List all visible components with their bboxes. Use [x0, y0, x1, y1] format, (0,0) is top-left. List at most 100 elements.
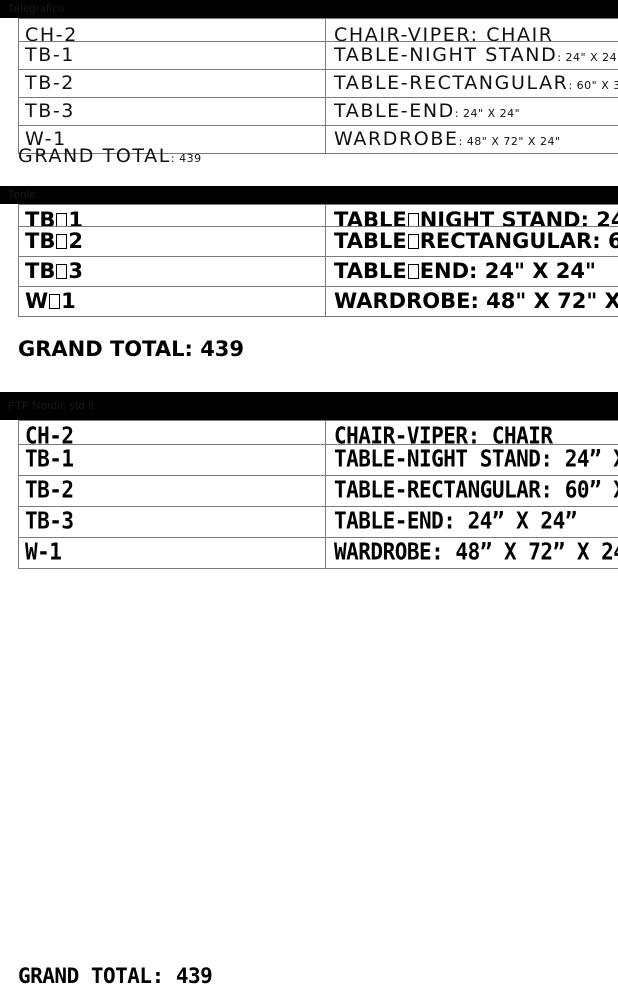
font-name-label: Telegrafico: [8, 3, 65, 15]
font-name-bar-telegrafico: Telegrafico: [0, 0, 618, 18]
table-cell-code: TB 2: [19, 227, 326, 256]
item-code: TB 1: [25, 208, 83, 226]
item-code: CH-2: [25, 24, 78, 41]
table-cell-code: TB-3: [19, 507, 326, 537]
table-row: CH-2 CHAIR-VIPER: CHAIR: [19, 19, 618, 42]
furniture-schedule-table-telegrafico: CH-2 CHAIR-VIPER: CHAIR TB-1 TABLE-NIGHT…: [18, 18, 618, 154]
item-description-text: WARDROBE: [334, 128, 459, 150]
table-cell-description: TABLE-RECTANGULAR: 60” X 30”: [326, 476, 618, 506]
table-row: W-1 WARDROBE: 48" X 72" X 24": [19, 126, 618, 154]
table-cell-description: WARDROBE: 48" X 72" X 24": [326, 126, 618, 153]
item-measurements: : 60" X 30": [568, 79, 618, 92]
table-cell-code: TB-2: [19, 476, 326, 506]
font-name-label: FTF Nordic std lt: [8, 400, 95, 412]
item-code: TB 2: [25, 229, 83, 253]
item-code: TB-1: [25, 44, 75, 66]
missing-glyph-box-icon: [56, 264, 68, 279]
item-code: CH-2: [25, 422, 74, 444]
item-code-head: TB: [25, 208, 56, 226]
item-code: TB-1: [25, 445, 74, 472]
font-specimen-ftf-nordic-std-lt: FTF Nordic std lt CH-2 CHAIR-VIPER: CHAI…: [0, 392, 618, 988]
item-code-tail: 3: [68, 259, 83, 283]
item-code-tail: 1: [61, 289, 76, 313]
missing-glyph-box-icon: [56, 234, 68, 249]
table-cell-code: W-1: [19, 538, 326, 568]
table-cell-description: CHAIR-VIPER: CHAIR: [326, 421, 618, 444]
missing-glyph-box-icon: [407, 234, 419, 249]
item-code-tail: 1: [68, 208, 83, 226]
table-cell-description: WARDROBE: 48" X 72" X 24": [326, 287, 618, 316]
table-cell-code: W-1: [19, 126, 326, 153]
table-cell-code: TB-1: [19, 445, 326, 475]
item-description: TABLE-RECTANGULAR: 60” X 30”: [334, 476, 618, 503]
item-code: W-1: [25, 538, 62, 565]
table-cell-description: TABLE-NIGHT STAND: 24" X 24": [326, 42, 618, 69]
item-description: TABLE RECTANGULAR: 60" X 30": [334, 229, 618, 253]
item-description: TABLE-NIGHT STAND: 24” X 24”: [334, 445, 618, 472]
table-cell-description: TABLE END: 24" X 24": [326, 257, 618, 286]
table-cell-description: CHAIR-VIPER: CHAIR: [326, 19, 618, 41]
item-description-tail: END: 24" X 24": [419, 259, 596, 283]
item-description: CHAIR-VIPER: CHAIR: [334, 24, 554, 41]
item-description: TABLE-END: 24” X 24”: [334, 507, 577, 534]
item-description: TABLE END: 24" X 24": [334, 259, 596, 283]
table-row: W1 WARDROBE: 48" X 72" X 24": [19, 287, 618, 317]
item-description: TABLE NIGHT STAND: 24" X 24": [334, 208, 618, 226]
table-cell-code: CH-2: [19, 421, 326, 444]
item-code: TB 3: [25, 259, 83, 283]
table-row: TB-2 TABLE-RECTANGULAR: 60" X 30": [19, 70, 618, 98]
table-cell-description: TABLE NIGHT STAND: 24" X 24": [326, 205, 618, 226]
item-description-tail: RECTANGULAR: 60" X 30": [419, 229, 618, 253]
item-code: TB-3: [25, 100, 75, 122]
table-row: TB 2 TABLE RECTANGULAR: 60" X 30": [19, 227, 618, 257]
item-description-text: TABLE-NIGHT STAND: [334, 44, 558, 66]
missing-glyph-box-icon: [49, 294, 61, 309]
item-code: W-1: [25, 128, 67, 150]
item-description-text: TABLE-END: [334, 100, 455, 122]
font-name-bar-tonle: Tonle: [0, 186, 618, 204]
table-row: TB 3 TABLE END: 24" X 24": [19, 257, 618, 287]
item-code: TB-2: [25, 72, 75, 94]
item-measurements: : 24" X 24": [454, 107, 521, 120]
table-row: TB-3 TABLE-END: 24" X 24": [19, 98, 618, 126]
furniture-schedule-table-ftf-nordic: CH-2 CHAIR-VIPER: CHAIR TB-1 TABLE-NIGHT…: [18, 420, 618, 569]
missing-glyph-box-icon: [407, 264, 419, 279]
table-cell-description: TABLE-END: 24” X 24”: [326, 507, 618, 537]
item-code: TB-3: [25, 507, 74, 534]
item-description-head: TABLE: [334, 208, 407, 226]
table-cell-code: TB 3: [19, 257, 326, 286]
item-description-tail: NIGHT STAND: 24" X 24": [419, 208, 618, 226]
table-row: CH-2 CHAIR-VIPER: CHAIR: [19, 421, 618, 445]
table-cell-code: CH-2: [19, 19, 326, 41]
table-cell-description: TABLE-END: 24" X 24": [326, 98, 618, 125]
grand-total-text: GRAND TOTAL: 439: [18, 337, 245, 361]
font-name-bar-ftf-nordic: FTF Nordic std lt: [0, 392, 618, 420]
item-code-head: W: [25, 289, 49, 313]
item-code-head: TB: [25, 229, 56, 253]
grand-total-value: 439: [179, 152, 202, 165]
item-description: TABLE-NIGHT STAND: 24" X 24": [334, 44, 618, 66]
item-description: TABLE-END: 24" X 24": [334, 100, 520, 122]
table-cell-code: TB-1: [19, 42, 326, 69]
item-measurements: : 24" X 24": [557, 51, 618, 64]
table-row: TB-1 TABLE-NIGHT STAND: 24" X 24": [19, 42, 618, 70]
table-row: TB-1 TABLE-NIGHT STAND: 24” X 24”: [19, 445, 618, 476]
item-code-head: TB: [25, 259, 56, 283]
item-description: CHAIR-VIPER: CHAIR: [334, 422, 553, 444]
grand-total-row: GRAND TOTAL: 439: [18, 337, 244, 361]
item-measurements: : 48" X 72" X 24": [458, 135, 561, 148]
table-row: W-1 WARDROBE: 48” X 72” X 24”: [19, 538, 618, 569]
item-description-head: TABLE: [334, 259, 407, 283]
grand-total-separator: :: [170, 152, 180, 165]
missing-glyph-box-icon: [56, 213, 68, 226]
item-code-tail: 2: [68, 229, 83, 253]
table-row: TB-2 TABLE-RECTANGULAR: 60” X 30”: [19, 476, 618, 507]
table-cell-description: TABLE-RECTANGULAR: 60" X 30": [326, 70, 618, 97]
grand-total-row: GRAND TOTAL: 439: [18, 964, 213, 988]
table-cell-code: TB-2: [19, 70, 326, 97]
grand-total-row: GRAND TOTAL: 439: [18, 145, 202, 167]
